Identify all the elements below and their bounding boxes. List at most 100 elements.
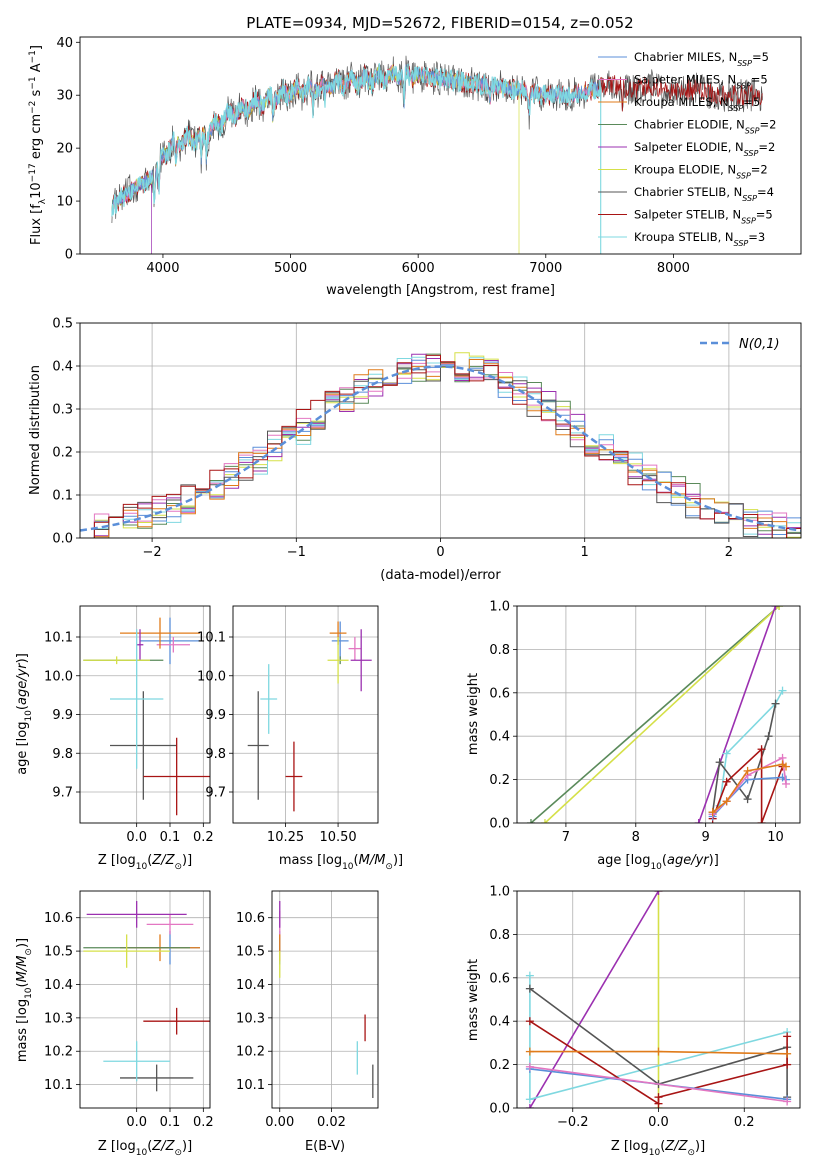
y-tick-label: 10.5 <box>44 945 73 960</box>
age-vs-mass-panel: 10.25 10.50 9.7 9.8 9.9 10.0 10.1 mass [log10(M… <box>197 605 403 872</box>
axes-frame <box>79 890 211 1109</box>
legend-entry-sub: SSP <box>734 239 749 248</box>
y-tick-label: 0.6 <box>489 686 510 701</box>
legend-entry-sub: SSP <box>737 59 752 68</box>
y-tick-label: 10 <box>56 195 73 210</box>
legend-entry-name: Salpeter STELIB, N <box>634 208 741 222</box>
wZ-plot-area <box>517 891 800 1108</box>
y-tick-label: 10.1 <box>44 631 73 646</box>
x-axis-label-part: ( <box>662 853 667 868</box>
x-axis-label-part: M/M <box>359 853 386 868</box>
x-axis-label-part: Z [log <box>98 853 136 868</box>
residual-histogram <box>93 361 801 538</box>
y-axis-label-part: M/M <box>15 956 30 983</box>
x-tick-label: 0.0 <box>648 1115 669 1130</box>
x-tick-label: 0.1 <box>160 1115 181 1130</box>
y-axis-label-part: 10 <box>24 710 34 722</box>
y-tick-label: 1.0 <box>489 600 510 615</box>
y-axis-label-part: ⊙ <box>24 948 34 956</box>
legend-entry-sub: SSP <box>741 216 756 225</box>
x-axis-label-part: ⊙ <box>385 862 393 872</box>
y-tick-label: 10.1 <box>236 1078 265 1093</box>
y-tick-label: 0.1 <box>52 489 73 504</box>
x-tick-label: 0.0 <box>126 830 147 845</box>
x-axis-label-part: ( <box>354 853 359 868</box>
x-tick-label: 0.2 <box>193 1115 214 1130</box>
y-tick-label: 9.7 <box>52 786 73 801</box>
legend-entry-name: Kroupa MILES, N <box>634 95 729 109</box>
y-tick-label: 9.8 <box>52 747 73 762</box>
y-tick-label: 9.9 <box>52 708 73 723</box>
y-tick-label: 0.5 <box>52 317 73 332</box>
y-axis-label-part: )] <box>15 653 30 663</box>
y-tick-label: 40 <box>56 36 73 51</box>
y-axis-label-part: −1 <box>28 50 38 63</box>
legend-entry-name: Salpeter MILES, N <box>634 73 736 87</box>
x-axis-label-part: Z/Z <box>664 1139 688 1154</box>
legend-entry: Chabrier STELIB, NSSP=4 <box>634 185 774 203</box>
x-tick-label: 0 <box>436 545 444 560</box>
y-tick-label: 9.9 <box>205 708 226 723</box>
weight-vs-metallicity-panel: −0.2 0.0 0.2 0.0 0.2 0.4 0.6 0.8 1.0 Z [log10(Z/Z… <box>466 885 801 1158</box>
x-axis-label: Z [log10(Z/Z⊙)] <box>98 853 192 872</box>
legend-entry-name: Kroupa STELIB, N <box>634 230 734 244</box>
age-vs-metallicity-panel: 0.0 0.1 0.29.79.89.910.010.1Z [log10(Z/Z⊙)… <box>15 605 214 872</box>
weight-line <box>697 606 777 823</box>
x-axis-label-part: ( <box>660 1139 665 1154</box>
x-tick-label: 0.02 <box>317 1115 346 1130</box>
legend-entry: Salpeter MILES, NSSP=5 <box>634 73 768 91</box>
x-axis-label-part: )] <box>709 853 719 868</box>
axes-frame <box>516 890 801 1109</box>
x-axis-label-part: 10 <box>342 862 354 872</box>
legend-entry-sub: SSP <box>742 194 757 203</box>
y-tick-label: 10.5 <box>236 945 265 960</box>
legend-entry-sub: SSP <box>729 104 744 113</box>
legend-entry-count: =3 <box>748 230 765 244</box>
y-axis-label-part: A <box>29 63 44 76</box>
legend-entry-sub: SSP <box>736 81 751 90</box>
legend-entry-sub: SSP <box>736 171 751 180</box>
x-tick-label: 8000 <box>657 261 690 276</box>
y-axis-label-part: mass [log <box>15 999 30 1062</box>
legend-entry-count: =5 <box>743 95 760 109</box>
ageM-plot-area <box>233 606 378 823</box>
x-tick-label: 0.0 <box>126 1115 147 1130</box>
legend-entry-name: Salpeter ELODIE, N <box>634 140 744 154</box>
x-axis-label: wavelength [Angstrom, rest frame] <box>326 283 555 298</box>
y-tick-label: 0.0 <box>489 817 510 832</box>
legend-entry-name: Kroupa ELODIE, N <box>634 163 736 177</box>
x-axis-label-part: Z/Z <box>151 1139 175 1154</box>
y-tick-label: 10.1 <box>44 1078 73 1093</box>
x-tick-label: 1 <box>581 545 589 560</box>
y-axis-label-part: −17 <box>28 163 38 182</box>
residual-legend-label: N(0,1) <box>739 337 780 352</box>
y-tick-label: 10.6 <box>236 911 265 926</box>
axes-frame <box>79 36 802 255</box>
y-tick-label: 0.4 <box>52 360 73 375</box>
normal-curve <box>80 365 801 532</box>
legend-entry-name: Chabrier STELIB, N <box>634 185 742 199</box>
legend-entry-count: =5 <box>756 208 773 222</box>
y-axis-label-part: age/yr <box>15 662 30 705</box>
y-axis-label-part: λ <box>38 198 48 204</box>
x-axis-label-part: 10 <box>650 862 662 872</box>
y-tick-label: 10.4 <box>44 978 73 993</box>
y-tick-label: 0.8 <box>489 928 510 943</box>
legend-entry-count: =2 <box>758 140 775 154</box>
x-axis-label-part: Z/Z <box>151 853 175 868</box>
spectrum-plot-area <box>111 55 764 254</box>
x-axis-label-part: )] <box>393 853 403 868</box>
y-tick-label: 9.8 <box>205 747 226 762</box>
y-axis-label: age [log10(age/yr)] <box>15 653 34 775</box>
x-tick-label: 7 <box>562 830 570 845</box>
x-tick-label: 10.50 <box>319 830 356 845</box>
x-tick-label: 5000 <box>274 261 307 276</box>
y-axis-label-part: −2 <box>28 101 38 114</box>
x-tick-label: −2 <box>143 545 162 560</box>
y-axis-label-part: ] <box>29 45 44 50</box>
y-axis-label: Flux [fλ10−17 erg cm−2 s−1 A−1] <box>28 45 48 245</box>
y-axis-label-part: ( <box>15 982 30 987</box>
legend-entry-count: =5 <box>752 50 769 64</box>
y-axis-label-part: age [log <box>15 722 30 775</box>
axes-frame <box>232 605 379 824</box>
